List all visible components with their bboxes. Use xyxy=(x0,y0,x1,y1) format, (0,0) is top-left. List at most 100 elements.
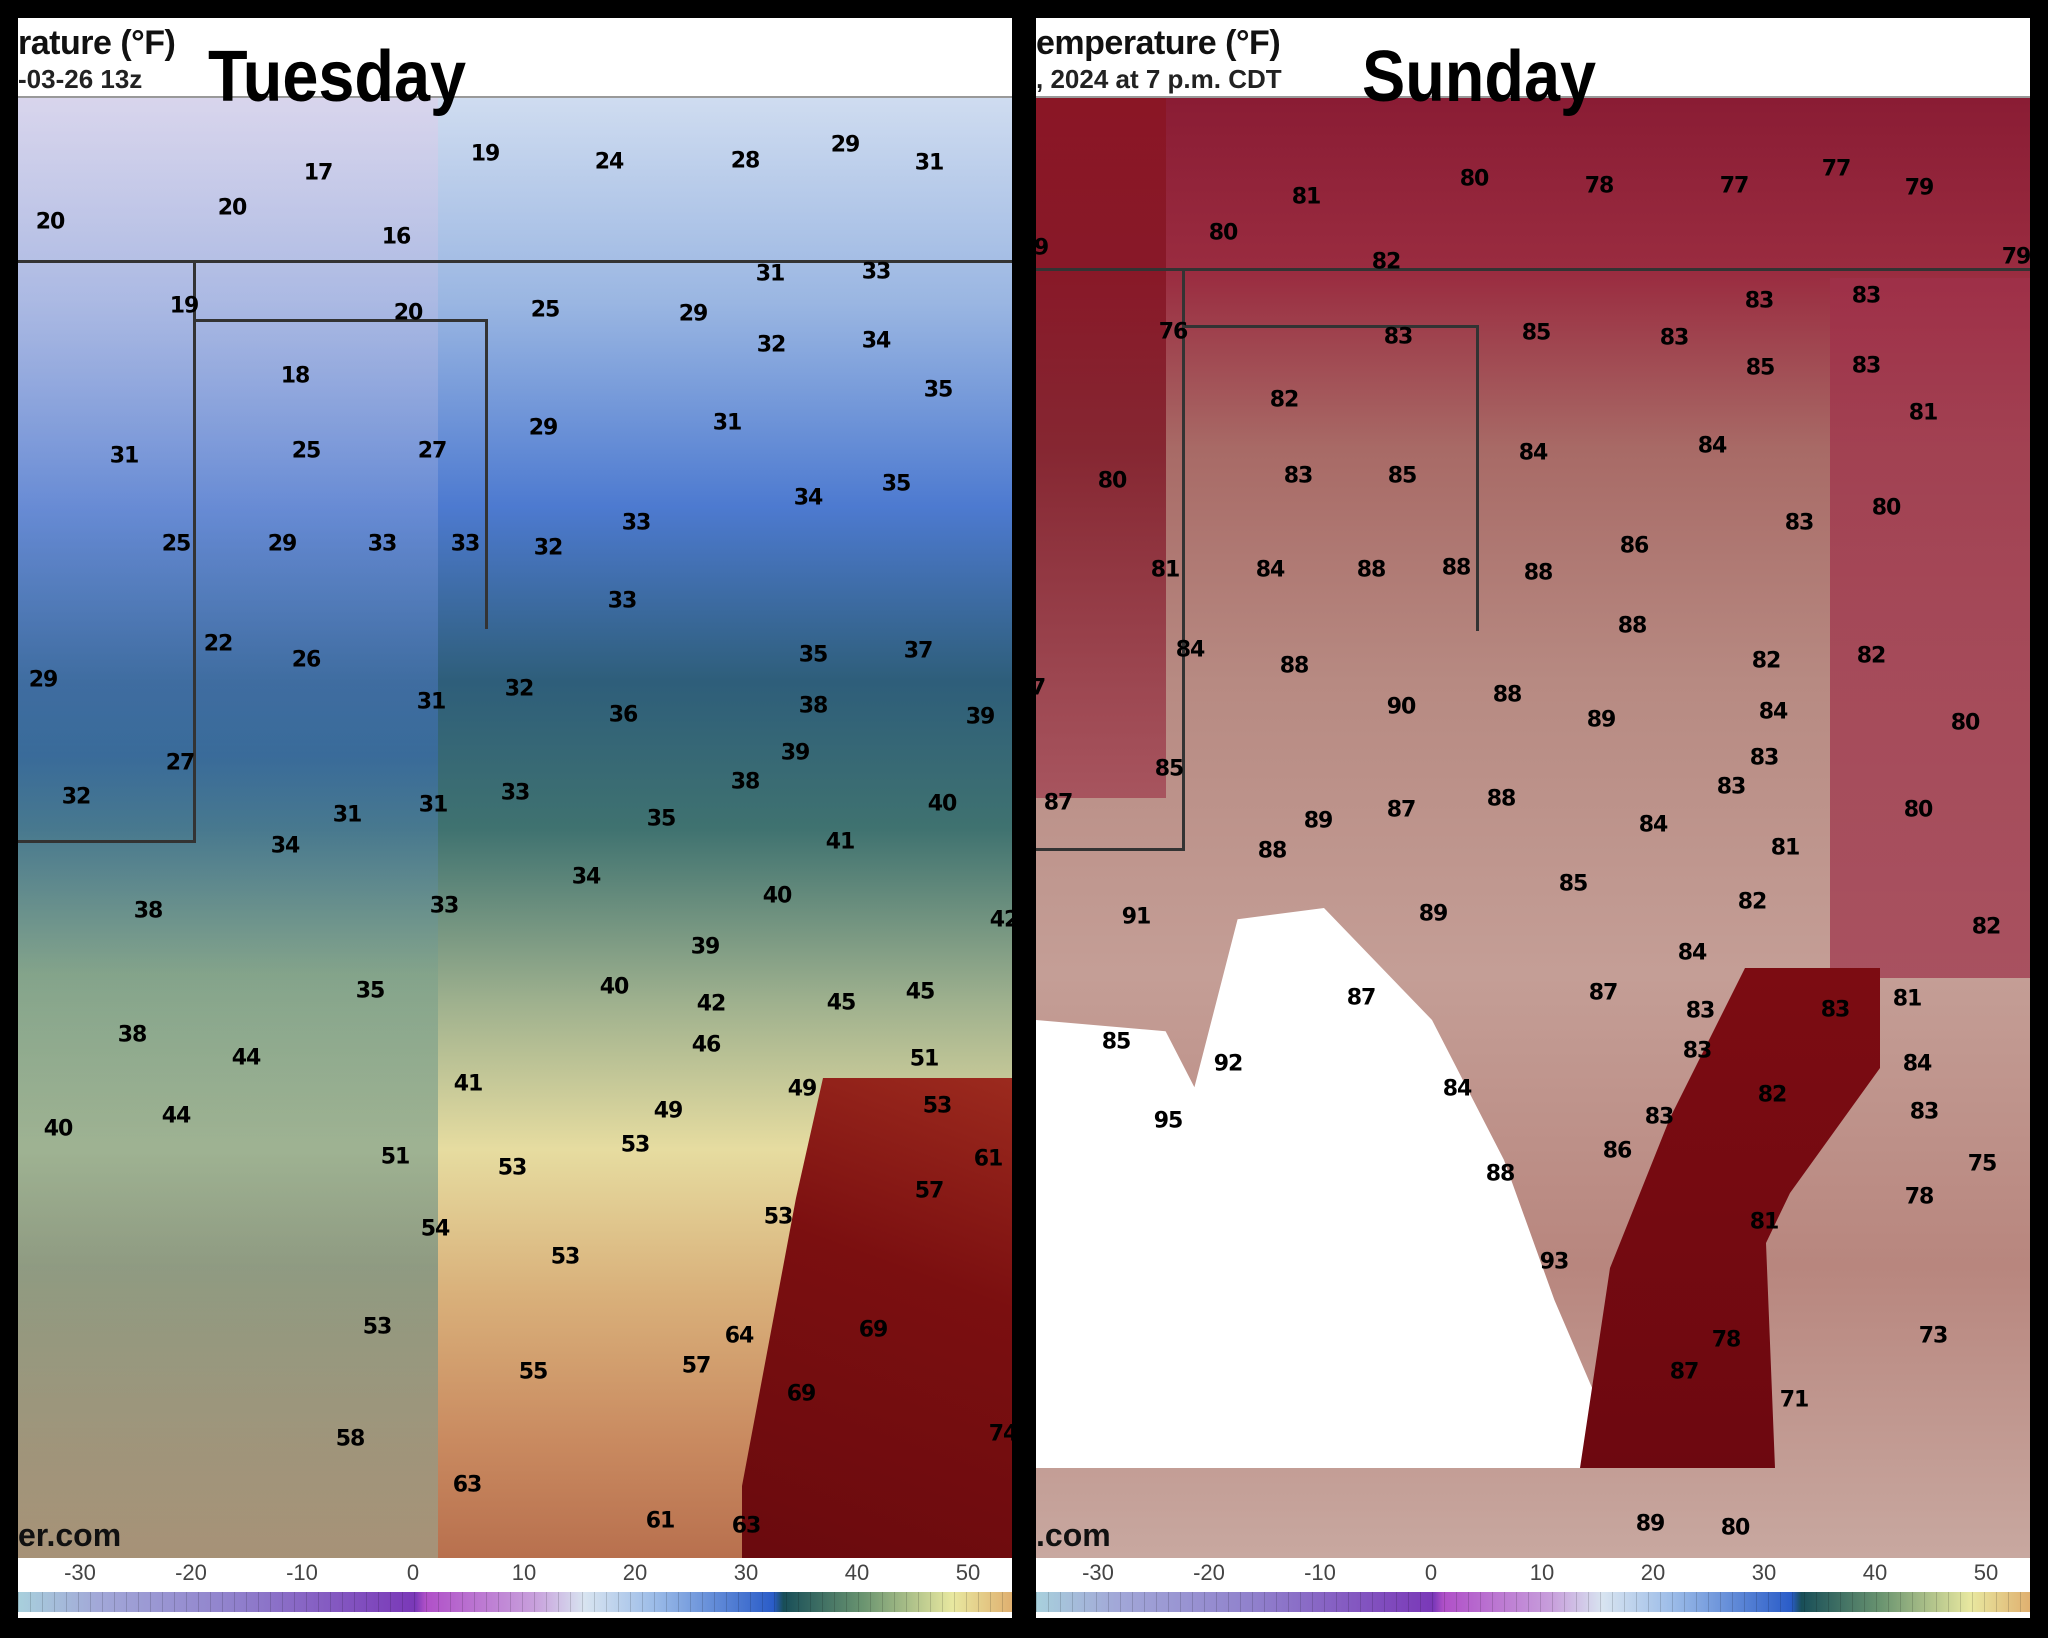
temperature-label: 29 xyxy=(830,132,861,158)
temperature-label: 83 xyxy=(1685,998,1716,1024)
temperature-label: 31 xyxy=(914,150,945,176)
temperature-label: 83 xyxy=(1851,353,1882,379)
temperature-label: 84 xyxy=(1758,699,1789,725)
temperature-label: 33 xyxy=(450,531,481,557)
temperature-label: 49 xyxy=(653,1098,684,1124)
temperature-label: 53 xyxy=(620,1132,651,1158)
temperature-label: 22 xyxy=(203,631,234,657)
temperature-label: 27 xyxy=(417,438,448,464)
temperature-label: 88 xyxy=(1485,1161,1516,1187)
scale-tick-label: -10 xyxy=(1304,1560,1336,1585)
temperature-label: 82 xyxy=(1856,643,1887,669)
scale-tick-label: 20 xyxy=(1640,1560,1666,1585)
temperature-label: 7 xyxy=(1036,675,1046,701)
temperature-label: 45 xyxy=(905,979,936,1005)
temperature-label: 63 xyxy=(452,1472,483,1498)
temperature-label: 28 xyxy=(730,148,761,174)
temperature-label: 82 xyxy=(1757,1082,1788,1108)
temperature-label: 89 xyxy=(1635,1511,1666,1537)
temperature-label: 82 xyxy=(1737,889,1768,915)
temperature-label: 87 xyxy=(1043,790,1074,816)
temperature-label: 78 xyxy=(1711,1327,1742,1353)
state-border-line xyxy=(18,840,196,843)
temperature-label: 84 xyxy=(1638,812,1669,838)
temperature-label: 87 xyxy=(1588,980,1619,1006)
scale-tick-label: -10 xyxy=(286,1560,318,1585)
map-title: emperature (°F) xyxy=(1036,24,1281,62)
temperature-label: 42 xyxy=(696,991,727,1017)
temperature-label: 76 xyxy=(1158,319,1189,345)
temperature-label: 78 xyxy=(1904,1184,1935,1210)
state-border-line xyxy=(193,319,488,322)
temperature-label: 55 xyxy=(518,1359,549,1385)
temperature-label: 83 xyxy=(1820,997,1851,1023)
temperature-label: 33 xyxy=(500,780,531,806)
map-valid-time: , 2024 at 7 p.m. CDT xyxy=(1036,64,1282,94)
day-label: Tuesday xyxy=(208,37,467,117)
temperature-label: 42 xyxy=(989,907,1012,933)
temperature-label: 88 xyxy=(1486,786,1517,812)
temperature-label: 45 xyxy=(826,990,857,1016)
temperature-label: 87 xyxy=(1669,1359,1700,1385)
temperature-label: 82 xyxy=(1751,648,1782,674)
scale-tick-label: -20 xyxy=(175,1560,207,1585)
temperature-label: 83 xyxy=(1851,283,1882,309)
temperature-label: 51 xyxy=(909,1046,940,1072)
temperature-label: 80 xyxy=(1720,1515,1751,1541)
map-header: emperature (°F) , 2024 at 7 p.m. CDT xyxy=(1036,18,2030,98)
temperature-label: 25 xyxy=(161,531,192,557)
temperature-label: 38 xyxy=(798,693,829,719)
map-title: rature (°F) xyxy=(18,24,176,62)
temperature-label: 73 xyxy=(1918,1323,1949,1349)
temperature-label: 81 xyxy=(1150,557,1181,583)
scale-tick-label: 40 xyxy=(1862,1560,1888,1585)
temperature-label: 53 xyxy=(362,1314,393,1340)
temperature-label: 88 xyxy=(1492,682,1523,708)
temperature-label: 25 xyxy=(291,438,322,464)
temperature-label: 34 xyxy=(270,833,301,859)
temperature-label: 79 xyxy=(2001,244,2030,270)
temperature-label: 80 xyxy=(1459,166,1490,192)
temperature-label: 35 xyxy=(881,471,912,497)
temperature-label: 20 xyxy=(35,209,66,235)
scale-tick-label: -30 xyxy=(64,1560,96,1585)
temperature-label: 88 xyxy=(1617,613,1648,639)
temperature-label: 54 xyxy=(420,1216,451,1242)
state-border-line xyxy=(1182,268,1185,850)
temperature-label: 83 xyxy=(1749,745,1780,771)
temperature-label: 32 xyxy=(533,535,564,561)
temperature-label: 83 xyxy=(1682,1038,1713,1064)
temperature-label: 82 xyxy=(1371,249,1402,275)
temperature-label: 16 xyxy=(381,224,412,250)
temperature-label: 80 xyxy=(1903,797,1934,823)
temperature-label: 31 xyxy=(109,443,140,469)
color-scale-ticks: -30 -20 -10 0 10 20 30 40 50 xyxy=(1036,1560,2030,1588)
temperature-label: 80 xyxy=(1097,468,1128,494)
temperature-label: 84 xyxy=(1518,440,1549,466)
temperature-label: 32 xyxy=(756,332,787,358)
temperature-label: 83 xyxy=(1909,1099,1940,1125)
gulf-water-region xyxy=(1580,968,1880,1468)
temperature-label: 35 xyxy=(646,806,677,832)
temperature-label: 17 xyxy=(303,160,334,186)
color-scale-bar xyxy=(1036,1592,2030,1612)
temperature-label: 49 xyxy=(787,1076,818,1102)
temperature-label: 83 xyxy=(1744,288,1775,314)
temperature-label: 83 xyxy=(1644,1104,1675,1130)
temperature-label: 77 xyxy=(1821,156,1852,182)
temperature-label: 24 xyxy=(594,149,625,175)
panel-tuesday: rature (°F) -03-26 13z Tuesday er.com 20… xyxy=(18,18,1012,1618)
temperature-label: 85 xyxy=(1101,1029,1132,1055)
temperature-label: 77 xyxy=(1719,173,1750,199)
temperature-label: 81 xyxy=(1749,1209,1780,1235)
scale-tick-label: 50 xyxy=(955,1560,981,1585)
temperature-label: 36 xyxy=(608,702,639,728)
temperature-label: 51 xyxy=(380,1144,411,1170)
temperature-label: 31 xyxy=(755,261,786,287)
temperature-label: 81 xyxy=(1291,184,1322,210)
temperature-label: 88 xyxy=(1257,838,1288,864)
temperature-map: er.com 20 20 17 19 16 24 28 29 31 19 20 25 29 31 32 33 3… xyxy=(18,98,1012,1558)
scale-tick-label: 0 xyxy=(1424,1560,1438,1585)
temperature-label: 80 xyxy=(1871,495,1902,521)
temperature-label: 85 xyxy=(1745,355,1776,381)
